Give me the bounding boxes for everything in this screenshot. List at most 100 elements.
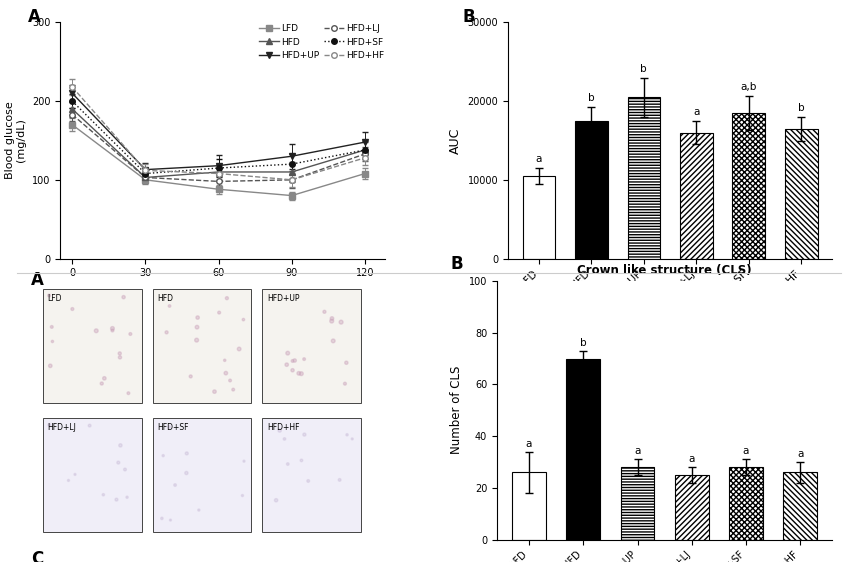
Text: b: b [588,93,595,103]
Point [82,421,96,430]
Bar [785,129,818,259]
Point [110,495,124,504]
Point [237,457,251,466]
Point [118,465,132,474]
Point [292,369,305,378]
Point [192,506,206,515]
Point [96,490,110,499]
Bar [523,176,555,259]
Text: HFD+LJ: HFD+LJ [48,423,76,432]
Bar [729,467,763,540]
Point [280,360,293,369]
Point [297,355,311,364]
Point [219,369,233,378]
Bar [575,121,607,259]
Point [124,329,137,338]
Point [45,337,59,346]
Point [346,434,360,443]
Point [95,379,109,388]
Bar [512,472,546,540]
Bar [43,289,142,402]
Point [106,326,119,335]
Point [325,316,339,325]
Point [273,426,287,435]
Point [281,348,294,357]
Point [208,387,221,396]
Bar [263,418,360,532]
Point [44,361,57,370]
Point [42,420,56,429]
Title: Crown like structure (CLS): Crown like structure (CLS) [577,264,752,277]
Point [190,336,203,345]
Point [113,349,127,358]
Text: a: a [743,446,749,456]
Point [317,307,331,316]
Point [120,493,134,502]
Point [237,315,251,324]
Point [113,353,127,362]
Point [117,293,130,302]
Point [122,389,136,398]
Point [164,515,178,524]
Point [68,470,82,479]
Point [298,430,311,439]
Point [218,356,232,365]
Point [89,327,103,336]
Point [162,423,176,432]
Point [286,366,299,375]
Point [184,372,197,381]
Point [326,337,340,346]
Bar [733,113,765,259]
Point [113,441,127,450]
Point [294,456,308,465]
Text: a: a [526,438,532,448]
Point [233,345,246,353]
Legend: LFD, HFD, HFD+UP, HFD+LJ, HFD+SF, HFD+HF: LFD, HFD, HFD+UP, HFD+LJ, HFD+SF, HFD+HF [257,22,386,62]
Point [294,369,308,378]
Bar [675,475,709,540]
Point [338,379,352,388]
Text: HFD+HF: HFD+HF [267,423,299,432]
Text: a: a [797,449,803,459]
Text: HFD+SF: HFD+SF [157,423,189,432]
Point [223,376,237,385]
Point [281,460,294,469]
Bar [783,472,817,540]
Text: HFD: HFD [157,294,173,303]
Bar [680,133,712,259]
Point [62,476,76,485]
Bar [627,97,660,259]
Point [190,323,204,332]
Text: b: b [798,103,805,113]
Text: B: B [462,8,475,26]
Point [287,356,301,365]
Point [42,291,56,300]
Point [98,374,112,383]
Bar [153,418,251,532]
Point [227,385,240,394]
Text: A: A [27,8,40,26]
Point [278,434,292,443]
Point [333,475,347,484]
Point [269,496,283,505]
Text: B: B [450,255,462,273]
Point [106,324,119,333]
Bar [153,289,251,402]
Text: HFD+UP: HFD+UP [267,294,299,303]
Bar [43,418,142,532]
Text: LFD: LFD [48,294,63,303]
Point [212,308,226,317]
Point [45,323,58,332]
Point [155,514,169,523]
Bar [263,289,360,402]
Point [325,314,339,323]
Point [168,481,182,490]
Point [236,491,250,500]
Text: a: a [535,154,542,164]
Text: a: a [634,446,641,456]
Text: A: A [31,271,44,289]
Point [179,469,193,478]
Text: a: a [693,107,699,117]
Point [180,449,194,458]
Text: a: a [689,454,695,464]
